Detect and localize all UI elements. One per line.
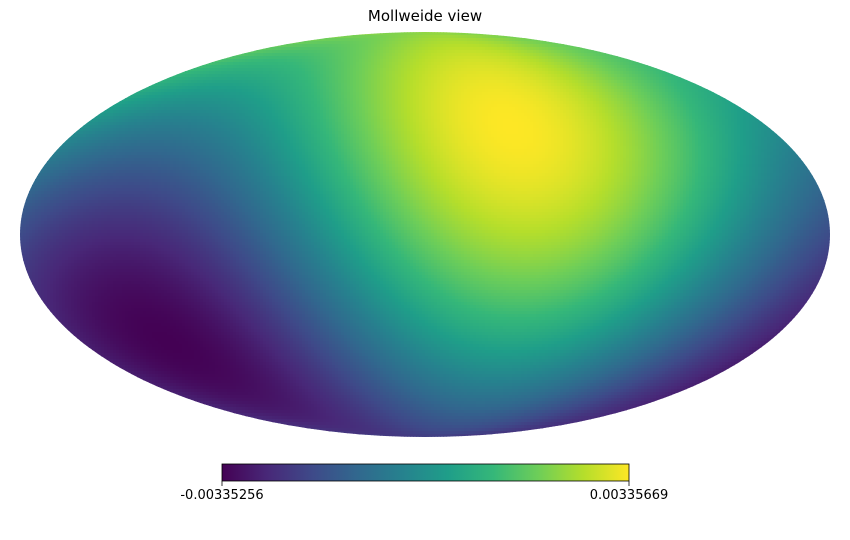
sky-pixel xyxy=(89,116,93,120)
sky-pixel xyxy=(80,122,84,126)
sky-pixel xyxy=(656,65,660,69)
sky-pixel xyxy=(749,110,753,114)
sky-pixel xyxy=(128,92,132,96)
sky-pixel xyxy=(617,53,621,57)
sky-pixel xyxy=(254,47,258,51)
sky-pixel xyxy=(713,89,717,93)
sky-pixel xyxy=(647,62,651,66)
sky-pixel xyxy=(701,83,705,87)
sky-pixel xyxy=(140,86,144,90)
sky-pixel xyxy=(107,104,111,108)
sky-pixel xyxy=(758,116,762,120)
sky-pixel xyxy=(725,95,729,99)
sky-pixel xyxy=(146,83,150,87)
sky-pixel xyxy=(563,41,567,45)
sky-pixel xyxy=(665,68,669,72)
sky-pixel xyxy=(209,59,213,63)
sky-pixel xyxy=(524,35,528,39)
sky-pixel xyxy=(740,104,744,108)
sky-pixel xyxy=(302,38,306,42)
sky-pixel xyxy=(680,74,684,78)
sky-pixel xyxy=(593,47,597,51)
sky-pixel xyxy=(638,59,642,63)
sky-pixel xyxy=(605,50,609,54)
sky-pixel xyxy=(230,53,234,57)
sky-pixel xyxy=(200,62,204,66)
sky-pixel xyxy=(497,32,501,36)
sky-pixel xyxy=(719,92,723,96)
sky-pixel xyxy=(134,89,138,93)
sky-pixel xyxy=(191,65,195,69)
sky-pixel xyxy=(242,50,246,54)
sky-pixel xyxy=(323,35,327,39)
sky-pixel xyxy=(578,44,582,48)
sky-map-field xyxy=(20,32,831,438)
sky-pixel xyxy=(545,38,549,42)
sky-pixel xyxy=(284,41,288,45)
sky-pixel xyxy=(182,68,186,72)
sky-pixel xyxy=(707,86,711,90)
sky-pixel xyxy=(122,95,126,99)
sky-pixel xyxy=(167,74,171,78)
sky-pixel xyxy=(350,32,354,36)
